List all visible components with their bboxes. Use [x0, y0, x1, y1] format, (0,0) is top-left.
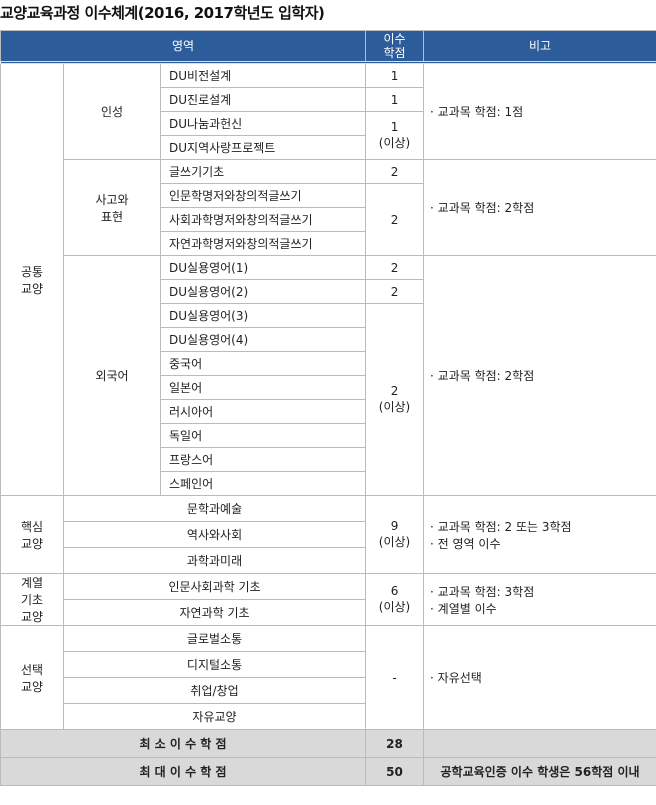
note: · 교과목 학점: 3학점 · 계열별 이수	[423, 573, 656, 626]
table-row: 외국어 DU실용영어(1) 2 · 교과목 학점: 2학점	[1, 255, 656, 496]
table-row: DU진로설계 1	[1, 87, 656, 112]
total-label: 최 대 이 수 학 점	[0, 757, 367, 786]
subgroup-label: 인성	[63, 62, 161, 160]
credits: 2	[365, 159, 425, 184]
page-title: 교양교육과정 이수체계(2016, 2017학년도 입학자)	[0, 4, 325, 22]
subgroup-label: 외국어	[63, 255, 161, 496]
group-label: 공통 교양	[0, 62, 64, 496]
table-row: 자연과학명저와창의적글쓰기	[1, 231, 656, 256]
course-name: DU실용영어(3)	[159, 303, 367, 328]
course-name: DU실용영어(2)	[159, 279, 367, 304]
table-row: DU실용영어(4)	[1, 327, 656, 352]
table-row: DU지역사랑프로젝트	[1, 135, 656, 160]
course-name: DU나눔과헌신	[159, 111, 367, 136]
course-name: 자연과학 기초	[62, 599, 367, 626]
header-credits: 이수 학점	[365, 30, 425, 64]
credits: 6 (이상)	[365, 573, 425, 626]
group-label: 핵심 교양	[0, 495, 64, 574]
credits: 2	[365, 255, 425, 280]
total-value: 50	[365, 757, 425, 786]
course-name: DU비전설계	[159, 62, 367, 88]
table-row: 사회과학명저와창의적글쓰기	[1, 207, 656, 232]
course-name: 글쓰기기초	[159, 159, 367, 184]
course-name: 자유교양	[62, 703, 367, 730]
table-row: 디지털소통	[1, 651, 656, 678]
note: · 교과목 학점: 1점	[423, 62, 656, 160]
credits: -	[365, 625, 425, 730]
group-label: 계열 기초 교양	[0, 573, 64, 626]
table-row: 선택 교양 글로벌소통 - · 자유선택	[0, 625, 656, 730]
credits: 2 (이상)	[365, 303, 425, 496]
table-row: 사고와 표현 글쓰기기초 2 · 교과목 학점: 2학점	[1, 159, 656, 256]
course-name: DU진로설계	[159, 87, 367, 112]
note: · 교과목 학점: 2 또는 3학점 · 전 영역 이수	[423, 495, 656, 574]
curriculum-table: 영역 이수 학점 비고 공통 교양 인성 DU비전설계 1 · 교과목 학점: 1점 DU진로…	[0, 30, 656, 786]
course-name: 역사와사회	[62, 521, 367, 548]
table-row: 스페인어	[1, 471, 656, 496]
table-row: 최 대 이 수 학 점 50 공학교육인증 이수 학생은 56학점 이내	[0, 757, 656, 786]
table-row: 자연과학 기초	[1, 599, 656, 626]
course-name: 일본어	[159, 375, 367, 400]
course-name: 독일어	[159, 423, 367, 448]
credits: 1	[365, 87, 425, 112]
credits: 1 (이상)	[365, 111, 425, 160]
course-name: 스페인어	[159, 471, 367, 496]
course-name: 프랑스어	[159, 447, 367, 472]
course-name: DU지역사랑프로젝트	[159, 135, 367, 160]
course-name: 취업/창업	[62, 677, 367, 704]
credits: 2	[365, 183, 425, 256]
course-name: 사회과학명저와창의적글쓰기	[159, 207, 367, 232]
table-row: 최 소 이 수 학 점 28	[0, 729, 656, 758]
course-name: 인문학명저와창의적글쓰기	[159, 183, 367, 208]
subgroup-label: 사고와 표현	[63, 159, 161, 256]
table-row: 핵심 교양 문학과예술 9 (이상) · 교과목 학점: 2 또는 3학점 · 전 영…	[0, 495, 656, 574]
total-label: 최 소 이 수 학 점	[0, 729, 367, 758]
credits: 9 (이상)	[365, 495, 425, 574]
credits: 1	[365, 62, 425, 88]
course-name: 디지털소통	[62, 651, 367, 678]
course-name: 자연과학명저와창의적글쓰기	[159, 231, 367, 256]
table-row: 독일어	[1, 423, 656, 448]
total-value: 28	[365, 729, 425, 758]
table-row: 인문학명저와창의적글쓰기 2	[1, 183, 656, 256]
total-note: 공학교육인증 이수 학생은 56학점 이내	[423, 757, 656, 786]
table-row: 역사와사회	[1, 521, 656, 548]
header-area: 영역	[0, 30, 367, 64]
course-name: DU실용영어(1)	[159, 255, 367, 280]
course-name: 문학과예술	[62, 495, 367, 522]
course-name: 중국어	[159, 351, 367, 376]
note: · 교과목 학점: 2학점	[423, 159, 656, 256]
course-name: 글로벌소통	[62, 625, 367, 652]
table-row: 프랑스어	[1, 447, 656, 472]
table-row: DU실용영어(3) 2 (이상)	[1, 303, 656, 496]
table-row: 계열 기초 교양 인문사회과학 기초 6 (이상) · 교과목 학점: 3학점 · 계…	[0, 573, 656, 626]
table-row: 공통 교양 인성 DU비전설계 1 · 교과목 학점: 1점	[0, 62, 656, 496]
note: · 자유선택	[423, 625, 656, 730]
header-note: 비고	[423, 30, 656, 64]
group-label: 선택 교양	[0, 625, 64, 730]
credits: 2	[365, 279, 425, 304]
course-name: 러시아어	[159, 399, 367, 424]
course-name: 과학과미래	[62, 547, 367, 574]
table-row: 자유교양	[1, 703, 656, 730]
table-row: DU나눔과헌신 1 (이상)	[1, 111, 656, 160]
note: · 교과목 학점: 2학점	[423, 255, 656, 496]
table-row: 중국어	[1, 351, 656, 376]
total-note	[423, 729, 656, 758]
course-name: DU실용영어(4)	[159, 327, 367, 352]
table-row: DU실용영어(2) 2	[1, 279, 656, 304]
course-name: 인문사회과학 기초	[62, 573, 367, 600]
